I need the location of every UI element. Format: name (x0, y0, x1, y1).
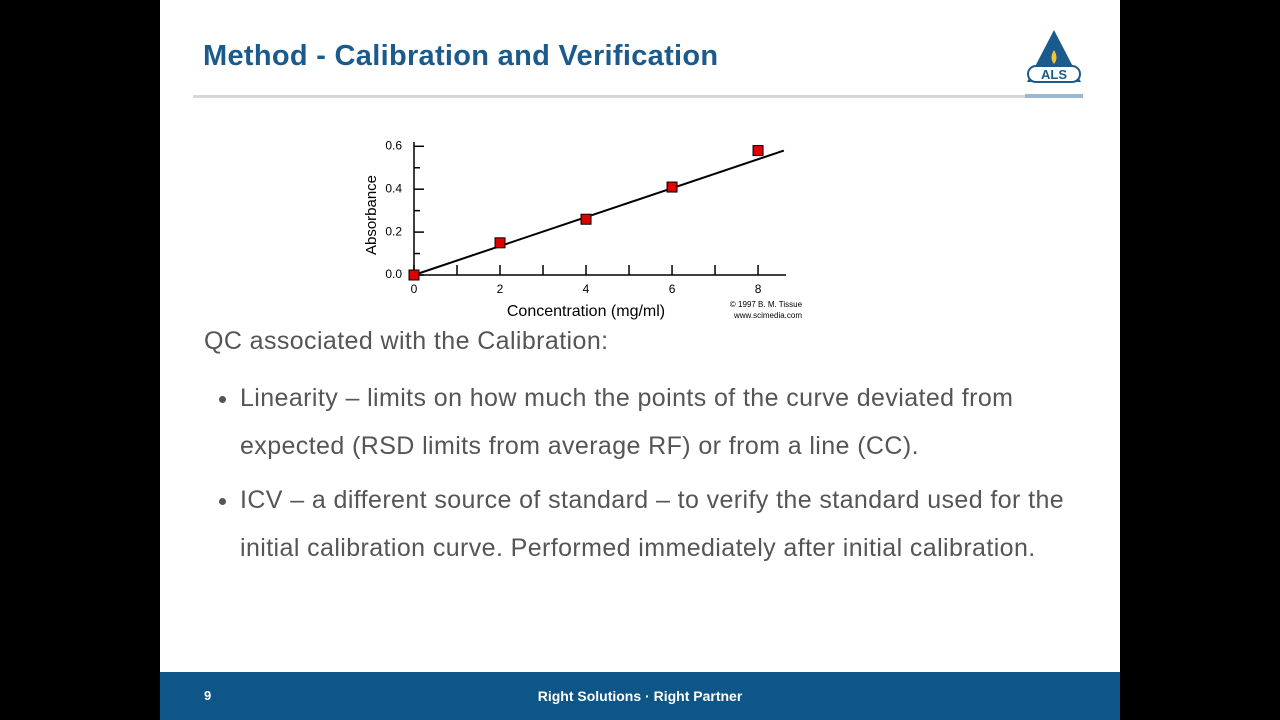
x-tick-label: 4 (583, 282, 590, 296)
y-tick-label: 0.0 (385, 267, 402, 281)
intro-text: QC associated with the Calibration: (204, 327, 609, 355)
x-tick-label: 6 (669, 282, 676, 296)
y-tick-label: 0.4 (385, 181, 402, 195)
title-rule (193, 95, 1081, 98)
data-point (666, 181, 678, 193)
bullet-list: Linearity – limits on how much the point… (200, 374, 1090, 578)
data-point (494, 237, 506, 249)
credit: © 1997 B. M. Tissue (730, 300, 803, 309)
footer-text: Right Solutions · Right Partner (537, 688, 743, 704)
x-tick-label: 2 (497, 282, 504, 296)
slide: Method - Calibration and Verification AL… (160, 0, 1120, 720)
bullet: Linearity – limits on how much the point… (240, 374, 1090, 470)
y-axis-label: Absorbance (363, 175, 380, 255)
logo: ALS (1025, 30, 1083, 98)
footer: 9 Right Solutions · Right Partner (160, 672, 1120, 720)
y-tick-label: 0.2 (385, 224, 402, 238)
y-tick-label: 0.6 (385, 138, 402, 152)
slide-title: Method - Calibration and Verification (203, 40, 719, 72)
data-point (408, 269, 420, 281)
credit: www.scimedia.com (733, 311, 802, 320)
data-point (580, 213, 592, 225)
page-number: 9 (204, 688, 212, 703)
x-tick-label: 8 (755, 282, 762, 296)
data-point (752, 145, 764, 157)
x-tick-label: 0 (411, 282, 418, 296)
fit-line (413, 149, 785, 276)
bullet: ICV – a different source of standard – t… (240, 476, 1090, 572)
logo-text: ALS (1041, 67, 1067, 82)
x-axis-label: Concentration (mg/ml) (507, 303, 665, 320)
